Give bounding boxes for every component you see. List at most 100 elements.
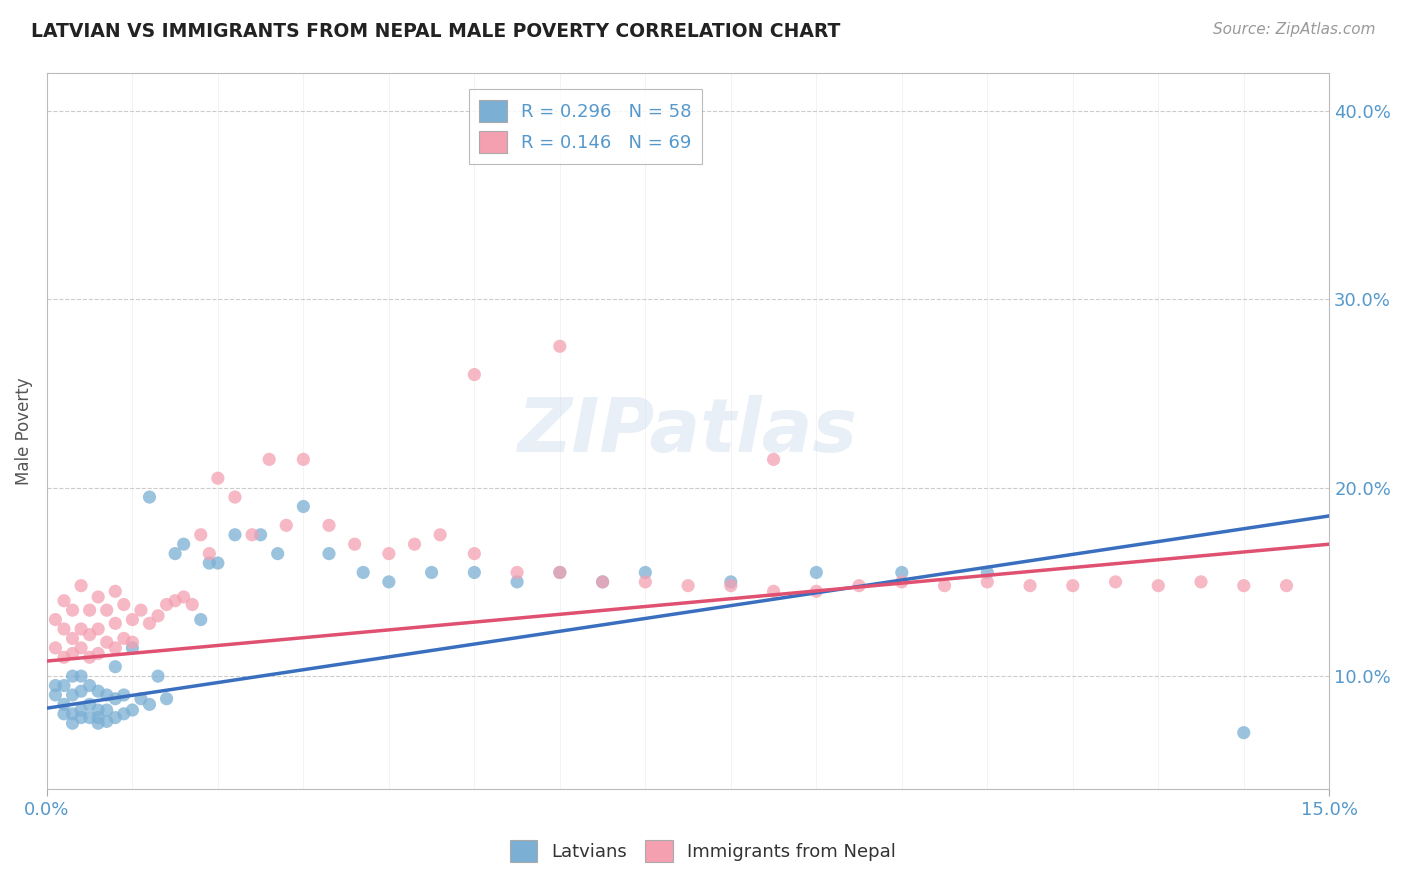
Point [96,688,118,702]
Point [634,566,657,580]
Point [104,616,127,631]
Point [1147,579,1170,593]
Point [806,566,828,580]
Point [318,547,340,561]
Point [1275,579,1298,593]
Point [207,471,229,485]
Point [463,547,485,561]
Point [762,584,785,599]
Point [720,574,742,589]
Point [53,650,76,665]
Point [70,579,93,593]
Point [70,640,93,655]
Point [87,647,110,661]
Point [806,584,828,599]
Point [198,556,221,570]
Point [378,574,401,589]
Point [1233,725,1256,739]
Point [96,635,118,649]
Point [129,691,152,706]
Point [463,566,485,580]
Point [87,684,110,698]
Point [44,688,66,702]
Point [121,613,143,627]
Text: Source: ZipAtlas.com: Source: ZipAtlas.com [1212,22,1375,37]
Point [190,613,212,627]
Point [53,698,76,712]
Point [138,616,160,631]
Text: LATVIAN VS IMMIGRANTS FROM NEPAL MALE POVERTY CORRELATION CHART: LATVIAN VS IMMIGRANTS FROM NEPAL MALE PO… [31,22,841,41]
Point [352,566,374,580]
Point [129,603,152,617]
Point [165,547,187,561]
Point [890,566,912,580]
Point [165,593,187,607]
Point [112,706,135,721]
Point [79,650,101,665]
Point [70,622,93,636]
Point [104,691,127,706]
Point [976,574,998,589]
Point [848,579,870,593]
Point [96,714,118,729]
Point [224,528,246,542]
Point [198,547,221,561]
Point [104,584,127,599]
Point [121,703,143,717]
Point [506,574,529,589]
Point [155,598,177,612]
Point [53,593,76,607]
Point [62,632,84,646]
Point [44,613,66,627]
Y-axis label: Male Poverty: Male Poverty [15,377,32,485]
Point [70,703,93,717]
Point [62,716,84,731]
Point [720,579,742,593]
Point [343,537,366,551]
Point [87,622,110,636]
Point [62,647,84,661]
Point [548,339,571,353]
Point [44,640,66,655]
Point [676,579,699,593]
Point [96,703,118,717]
Point [292,452,315,467]
Point [96,603,118,617]
Point [1104,574,1126,589]
Point [292,500,315,514]
Point [429,528,451,542]
Point [112,598,135,612]
Point [420,566,443,580]
Point [70,684,93,698]
Point [257,452,280,467]
Point [155,691,177,706]
Point [173,537,195,551]
Point [548,566,571,580]
Point [79,710,101,724]
Point [62,603,84,617]
Point [1019,579,1042,593]
Point [138,490,160,504]
Point [53,706,76,721]
Point [1189,574,1212,589]
Point [104,659,127,673]
Point [240,528,263,542]
Point [112,688,135,702]
Point [592,574,614,589]
Point [53,622,76,636]
Point [181,598,204,612]
Point [548,566,571,580]
Point [87,703,110,717]
Point [87,710,110,724]
Point [890,574,912,589]
Point [934,579,956,593]
Point [104,710,127,724]
Point [79,603,101,617]
Point [267,547,290,561]
Point [173,590,195,604]
Point [976,566,998,580]
Point [62,688,84,702]
Point [146,608,169,623]
Text: ZIPatlas: ZIPatlas [517,394,858,467]
Point [44,679,66,693]
